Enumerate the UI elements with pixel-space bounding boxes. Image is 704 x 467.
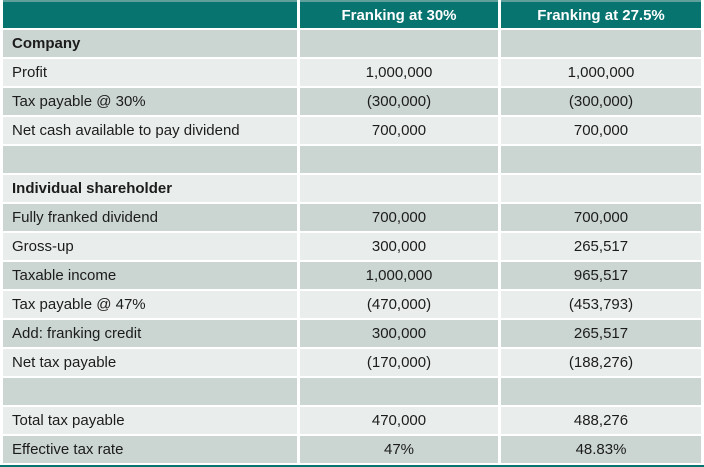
table-row (3, 146, 701, 173)
table-row: Tax payable @ 47% (470,000) (453,793) (3, 291, 701, 318)
row-value-franking-275: 700,000 (501, 117, 701, 144)
row-label: Individual shareholder (3, 175, 297, 202)
table-row: Individual shareholder (3, 175, 701, 202)
header-cell-franking-30: Franking at 30% (300, 0, 498, 28)
row-value-franking-275: (188,276) (501, 349, 701, 376)
header-row: Franking at 30% Franking at 27.5% (3, 0, 701, 28)
header-cell-franking-275: Franking at 27.5% (501, 0, 701, 28)
table-row: Taxable income 1,000,000 965,517 (3, 262, 701, 289)
row-value-franking-275: 1,000,000 (501, 59, 701, 86)
row-value-franking-275: 700,000 (501, 204, 701, 231)
table-row: Profit 1,000,000 1,000,000 (3, 59, 701, 86)
table-row: Tax payable @ 30% (300,000) (300,000) (3, 88, 701, 115)
row-value-franking-275: 965,517 (501, 262, 701, 289)
row-label: Profit (3, 59, 297, 86)
row-value-franking-30: (300,000) (300, 88, 498, 115)
row-label: Effective tax rate (3, 436, 297, 463)
row-value-franking-275: 488,276 (501, 407, 701, 434)
table-body: Company Profit 1,000,000 1,000,000 Tax p… (3, 30, 701, 463)
row-value-franking-30: 700,000 (300, 204, 498, 231)
row-value-franking-30: 470,000 (300, 407, 498, 434)
row-value-franking-30 (300, 146, 498, 173)
row-value-franking-30: 700,000 (300, 117, 498, 144)
row-label: Tax payable @ 30% (3, 88, 297, 115)
row-value-franking-275 (501, 146, 701, 173)
row-label: Company (3, 30, 297, 57)
table-row: Fully franked dividend 700,000 700,000 (3, 204, 701, 231)
row-value-franking-275: (300,000) (501, 88, 701, 115)
row-value-franking-30 (300, 378, 498, 405)
row-value-franking-30: 300,000 (300, 233, 498, 260)
table-row: Net tax payable (170,000) (188,276) (3, 349, 701, 376)
row-value-franking-30 (300, 175, 498, 202)
table-row: Gross-up 300,000 265,517 (3, 233, 701, 260)
row-value-franking-30: (170,000) (300, 349, 498, 376)
row-label: Fully franked dividend (3, 204, 297, 231)
row-label: Gross-up (3, 233, 297, 260)
row-label: Net cash available to pay dividend (3, 117, 297, 144)
table-row (3, 378, 701, 405)
row-value-franking-275 (501, 30, 701, 57)
table-row: Add: franking credit 300,000 265,517 (3, 320, 701, 347)
row-value-franking-30: 47% (300, 436, 498, 463)
row-value-franking-30 (300, 30, 498, 57)
row-value-franking-275: 265,517 (501, 320, 701, 347)
table-row: Net cash available to pay dividend 700,0… (3, 117, 701, 144)
row-label: Total tax payable (3, 407, 297, 434)
row-label: Taxable income (3, 262, 297, 289)
row-value-franking-30: (470,000) (300, 291, 498, 318)
table-header: Franking at 30% Franking at 27.5% (3, 0, 701, 28)
table-row: Company (3, 30, 701, 57)
table-row: Total tax payable 470,000 488,276 (3, 407, 701, 434)
table-row: Effective tax rate 47% 48.83% (3, 436, 701, 463)
row-value-franking-275: 265,517 (501, 233, 701, 260)
row-label: Tax payable @ 47% (3, 291, 297, 318)
row-label (3, 378, 297, 405)
row-value-franking-30: 1,000,000 (300, 59, 498, 86)
header-cell-empty (3, 0, 297, 28)
row-label: Net tax payable (3, 349, 297, 376)
row-label (3, 146, 297, 173)
row-value-franking-275: 48.83% (501, 436, 701, 463)
row-value-franking-30: 1,000,000 (300, 262, 498, 289)
row-value-franking-275 (501, 378, 701, 405)
row-value-franking-275: (453,793) (501, 291, 701, 318)
row-label: Add: franking credit (3, 320, 297, 347)
row-value-franking-275 (501, 175, 701, 202)
row-value-franking-30: 300,000 (300, 320, 498, 347)
